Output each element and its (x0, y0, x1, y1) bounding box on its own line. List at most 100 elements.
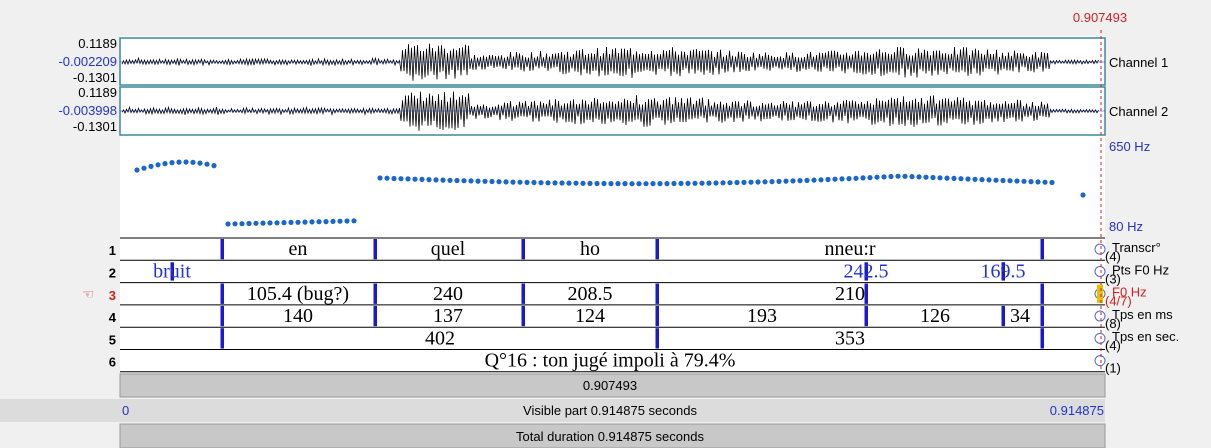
pitch-point (524, 179, 530, 185)
interval-label: 208.5 (568, 283, 613, 305)
pitch-point (755, 179, 761, 185)
pitch-point (398, 176, 404, 182)
pitch-point (134, 167, 140, 173)
pitch-point (811, 177, 817, 183)
boundary (220, 283, 224, 304)
pitch-point (510, 179, 516, 185)
tier-count: (8) (1105, 316, 1121, 331)
pitch-point (440, 177, 446, 183)
pitch-point (190, 159, 196, 165)
visible-start: 0 (122, 403, 129, 418)
interval-label: nneu:r (824, 238, 875, 260)
pitch-point (1007, 178, 1013, 184)
boundary (220, 305, 224, 327)
pitch-point (377, 175, 383, 181)
tier-name: Tps en ms (1112, 307, 1173, 322)
pitch-point (741, 179, 747, 185)
interval-label: 210 (835, 283, 865, 305)
pitch-point (566, 180, 572, 186)
pitch-point (239, 221, 245, 227)
pitch-point (531, 179, 537, 186)
pitch-point (657, 181, 663, 187)
pitch-point (517, 179, 523, 185)
pitch-point (587, 180, 593, 186)
boundary (655, 328, 659, 349)
pitch-point (769, 179, 775, 185)
selection-bar[interactable] (119, 373, 1106, 398)
tier-name: F0 Hz (1112, 285, 1147, 300)
selection-time: 0.907493 (583, 378, 637, 393)
pitch-point (636, 181, 642, 187)
pitch-point (169, 160, 175, 166)
tier-selector (1094, 310, 1106, 322)
visible-bar[interactable] (0, 399, 1105, 422)
visible-end: 0.914875 (1050, 403, 1104, 418)
pitch-point (323, 219, 329, 225)
pitch-point (874, 174, 880, 180)
boundary (521, 283, 525, 304)
pitch-point (232, 221, 238, 227)
interval-label: 402 (425, 327, 455, 349)
pitch-point (776, 178, 782, 184)
pitch-point (846, 176, 852, 182)
interval-label: 124 (575, 305, 605, 327)
tier-number: 1 (109, 243, 116, 258)
tier-name: Tps en sec. (1112, 329, 1179, 344)
pitch-point (148, 163, 154, 169)
pitch-point (923, 174, 929, 180)
boundary (373, 305, 377, 327)
boundary (864, 283, 868, 304)
point (1001, 262, 1005, 281)
pitch-point (538, 180, 544, 186)
point (864, 262, 868, 281)
visible-label: Visible part 0.914875 seconds (523, 403, 697, 418)
selected-tier-icon: ☜ (82, 287, 94, 302)
pitch-point (468, 178, 474, 184)
boundary (521, 239, 525, 260)
pitch-point (818, 177, 824, 183)
pitch-point (909, 174, 915, 180)
pitch-point (594, 180, 600, 187)
tier-selector (1094, 332, 1106, 344)
channel-max: 0.1189 (78, 36, 117, 51)
pitch-point (860, 175, 866, 181)
pitch-point (867, 175, 873, 181)
pitch-point (580, 180, 586, 186)
pitch-point (937, 175, 943, 181)
pitch-point (678, 180, 684, 186)
pitch-point (295, 219, 301, 225)
tier-selector (1094, 265, 1106, 277)
boundary (521, 305, 525, 327)
point (170, 262, 174, 281)
pitch-point (762, 179, 768, 185)
pitch-point (958, 176, 964, 182)
boundary (655, 283, 659, 304)
pitch-point (1000, 177, 1006, 184)
pitch-point (426, 177, 432, 183)
tier-selector (1094, 243, 1106, 255)
pitch-point (447, 177, 453, 183)
pitch-point (629, 181, 635, 187)
boundary (864, 305, 868, 327)
total-bar[interactable] (119, 423, 1106, 448)
pitch-point (951, 175, 957, 181)
pitch-point (1035, 179, 1041, 185)
pitch-point (685, 180, 691, 186)
cursor-time: 0.907493 (1073, 10, 1127, 25)
pitch-point (176, 159, 182, 165)
pitch-point (330, 218, 336, 224)
main-panel (120, 36, 1105, 372)
pitch-point (344, 218, 350, 224)
interval-label: 169.5 (981, 260, 1026, 282)
boundary (1040, 283, 1044, 304)
pitch-point (643, 181, 649, 187)
interval-label: 240 (433, 283, 463, 305)
pitch-point (1014, 178, 1020, 184)
pitch-point (797, 178, 803, 184)
pitch-point (454, 177, 460, 184)
pitch-point (419, 176, 425, 182)
pitch-point (720, 180, 726, 186)
tier-count: (1) (1105, 361, 1121, 376)
boundary (373, 283, 377, 304)
